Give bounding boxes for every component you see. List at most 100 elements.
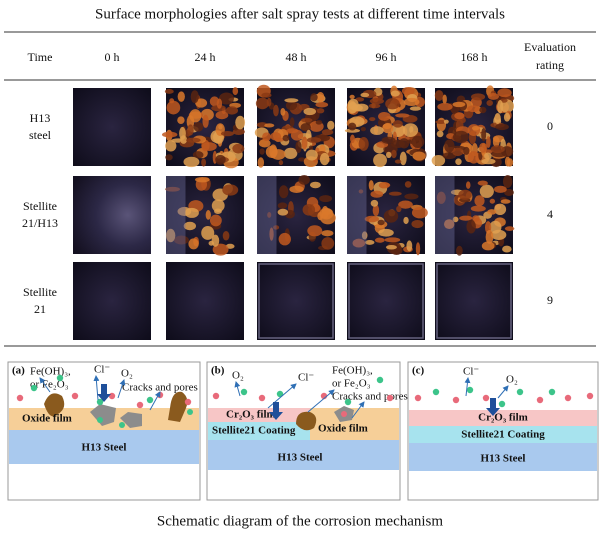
photo-base <box>73 176 151 254</box>
rust <box>452 216 459 223</box>
rust <box>481 128 487 142</box>
rust <box>364 215 380 223</box>
rust <box>321 230 334 237</box>
sample-photo <box>435 174 515 256</box>
sample-photo <box>435 262 513 340</box>
rust <box>302 203 316 216</box>
row-label: H13 <box>30 111 51 125</box>
rust <box>255 97 269 110</box>
rust <box>392 120 403 128</box>
column-header: 24 h <box>195 50 216 64</box>
rust <box>385 245 397 250</box>
layer-label: H13 Steel <box>278 452 323 464</box>
rust <box>277 208 289 216</box>
rust <box>377 219 385 226</box>
sample-photo <box>166 262 244 340</box>
rust <box>369 98 384 105</box>
rust <box>262 132 272 141</box>
rust <box>484 152 492 160</box>
label: O₂ <box>232 370 244 382</box>
column-header: 96 h <box>376 50 397 64</box>
rust <box>384 237 401 243</box>
row-label: Stellite <box>23 199 57 213</box>
rust <box>165 140 177 152</box>
rust <box>222 184 239 196</box>
rust <box>348 122 357 131</box>
rust <box>350 134 355 144</box>
rust <box>360 92 370 98</box>
rust <box>195 98 208 108</box>
rust <box>267 212 272 218</box>
rust <box>216 98 223 109</box>
rust <box>415 242 421 256</box>
rust <box>215 154 226 165</box>
header-rating: Evaluation <box>524 40 576 54</box>
rust <box>452 130 469 144</box>
rust <box>177 116 185 125</box>
rust <box>306 137 322 143</box>
edge <box>348 263 424 339</box>
rust <box>183 156 200 168</box>
down-arrow <box>97 384 111 402</box>
rust <box>456 245 463 256</box>
ion-red <box>341 411 347 417</box>
label: O₂ <box>121 368 133 380</box>
arrow <box>351 401 365 419</box>
rust <box>264 123 275 128</box>
rust <box>481 241 495 251</box>
rust <box>183 221 197 231</box>
row-label: 21 <box>34 302 46 316</box>
rust <box>282 134 290 142</box>
rust <box>370 126 384 136</box>
rust <box>504 188 514 197</box>
coating-layer <box>409 426 597 443</box>
rust <box>431 155 446 167</box>
rust <box>490 145 505 154</box>
ion-green <box>498 400 506 408</box>
coating-layer <box>208 422 310 440</box>
rust <box>289 117 295 127</box>
rust <box>165 154 173 161</box>
photo-base <box>435 262 513 340</box>
rust <box>192 151 204 159</box>
rust <box>278 160 284 166</box>
rust <box>177 91 185 102</box>
cr-layer <box>409 410 597 426</box>
cr-layer <box>208 408 310 422</box>
ion-red <box>136 401 144 409</box>
rust <box>186 137 201 143</box>
rust <box>257 157 265 168</box>
rust <box>385 151 392 159</box>
rust <box>259 148 265 155</box>
rust <box>315 101 329 108</box>
rust <box>481 158 496 165</box>
rust <box>209 214 222 227</box>
ion-red <box>564 394 572 402</box>
panel-tag: (b) <box>211 365 225 377</box>
rust <box>273 104 279 117</box>
header-time: Time <box>28 50 53 64</box>
ion-green <box>276 390 284 398</box>
rust <box>301 136 308 150</box>
rust <box>395 113 410 118</box>
layer-label: H13 Steel <box>481 453 526 465</box>
ion-red <box>212 392 220 400</box>
rust <box>404 181 412 188</box>
rust <box>277 202 288 209</box>
rust <box>298 174 310 185</box>
ion-green <box>30 384 38 392</box>
ion-red <box>258 394 266 402</box>
rust <box>368 103 381 109</box>
species <box>16 374 594 428</box>
rust <box>355 97 365 102</box>
rust <box>399 151 407 166</box>
rust <box>382 122 394 134</box>
rust <box>466 219 476 234</box>
rust <box>479 184 494 198</box>
ion-green <box>146 396 154 404</box>
sample-photo <box>257 262 335 340</box>
rust <box>283 147 298 160</box>
rust <box>285 100 298 111</box>
rating: 9 <box>547 293 553 307</box>
